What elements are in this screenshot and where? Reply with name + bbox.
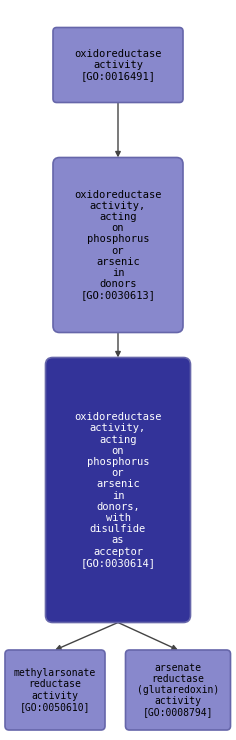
FancyBboxPatch shape [53, 27, 183, 103]
FancyBboxPatch shape [53, 158, 183, 332]
FancyBboxPatch shape [126, 650, 231, 730]
Text: oxidoreductase
activity,
acting
on
phosphorus
or
arsenic
in
donors,
with
disulfi: oxidoreductase activity, acting on phosp… [74, 412, 162, 568]
Text: oxidoreductase
activity,
acting
on
phosphorus
or
arsenic
in
donors
[GO:0030613]: oxidoreductase activity, acting on phosp… [74, 189, 162, 300]
FancyBboxPatch shape [46, 357, 190, 622]
FancyBboxPatch shape [5, 650, 105, 730]
Text: arsenate
reductase
(glutaredoxin)
activity
[GO:0008794]: arsenate reductase (glutaredoxin) activi… [137, 662, 219, 717]
Text: methylarsonate
reductase
activity
[GO:0050610]: methylarsonate reductase activity [GO:00… [14, 668, 96, 712]
Text: oxidoreductase
activity
[GO:0016491]: oxidoreductase activity [GO:0016491] [74, 49, 162, 81]
